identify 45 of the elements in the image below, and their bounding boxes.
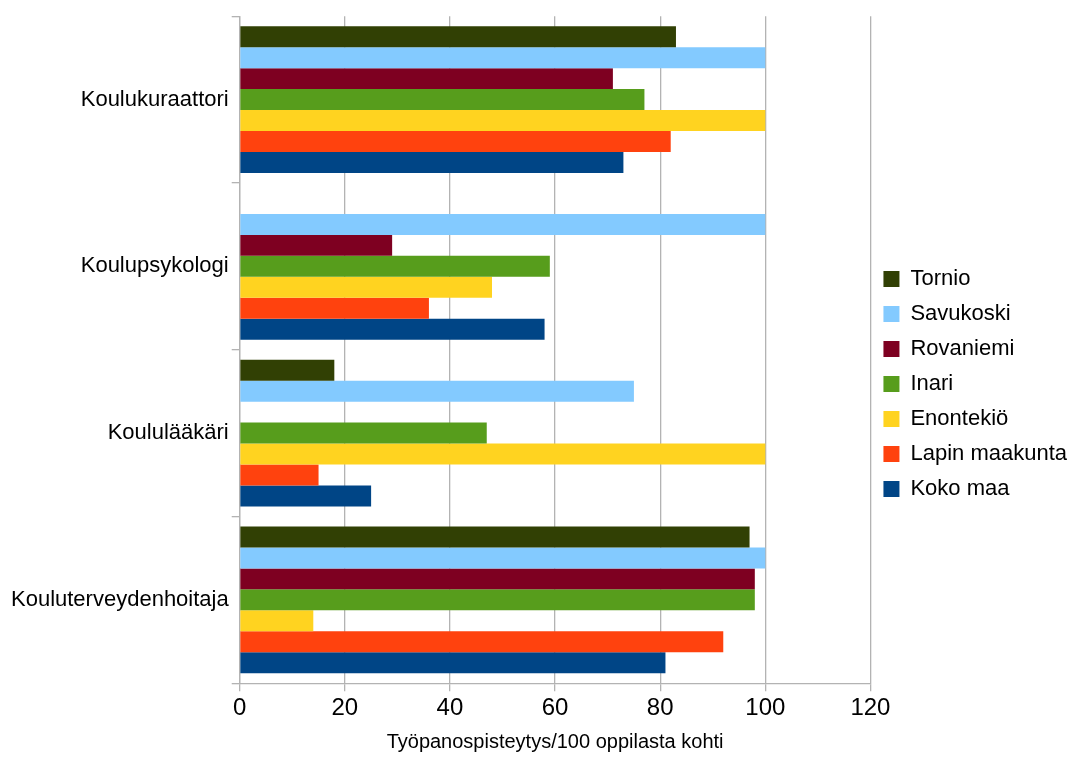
bar — [240, 631, 724, 653]
y-tick-label: Kouluterveydenhoitaja — [10, 585, 230, 611]
x-axis-title: Työpanospisteytys/100 oppilasta kohti — [386, 729, 724, 752]
y-tick-label: Koulukuraattori — [80, 85, 229, 111]
bar — [240, 443, 766, 465]
bar — [240, 422, 487, 444]
bar — [240, 68, 613, 90]
bar — [240, 89, 645, 111]
x-tick-label: 20 — [331, 693, 359, 721]
bar — [240, 568, 755, 590]
bar — [240, 464, 319, 486]
bar — [240, 234, 393, 256]
bar — [240, 610, 314, 632]
bar — [240, 26, 676, 48]
bar — [240, 255, 550, 277]
bar — [240, 589, 755, 611]
legend-label: Koko maa — [910, 475, 1011, 501]
bar — [240, 547, 766, 569]
bar — [240, 297, 429, 319]
x-tick-label: 80 — [646, 693, 674, 721]
bar — [240, 485, 372, 507]
legend-label: Enontekiö — [910, 405, 1009, 431]
bar — [240, 276, 492, 298]
bar — [240, 131, 671, 152]
bar — [240, 380, 634, 402]
x-tick-label: 120 — [850, 693, 891, 721]
y-tick-label: Koululääkäri — [107, 419, 229, 445]
bar — [240, 359, 335, 381]
bar — [240, 47, 766, 69]
legend-label: Lapin maakunta — [910, 440, 1068, 466]
bar — [240, 151, 624, 173]
x-tick-label: 0 — [233, 693, 247, 721]
bar — [240, 526, 750, 548]
legend-label: Savukoski — [910, 300, 1011, 326]
legend-label: Tornio — [910, 265, 971, 291]
x-tick-label: 40 — [436, 693, 464, 721]
x-tick-label: 100 — [745, 693, 786, 721]
bar — [240, 318, 545, 340]
bar — [240, 110, 766, 132]
y-tick-label: Koulupsykologi — [80, 252, 229, 278]
x-tick-label: 60 — [541, 693, 569, 721]
bar — [240, 213, 766, 235]
legend-label: Inari — [910, 370, 954, 396]
legend-label: Rovaniemi — [910, 335, 1015, 361]
bar — [240, 652, 666, 674]
